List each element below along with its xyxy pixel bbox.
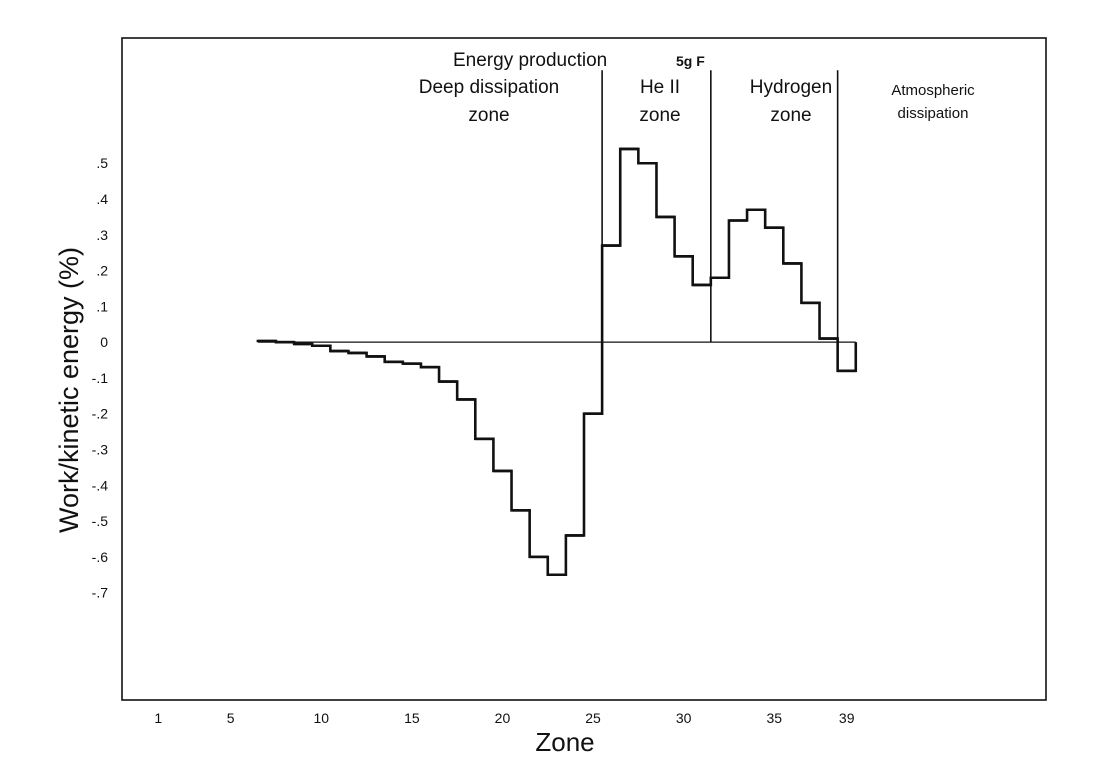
- x-tick-label: 10: [314, 710, 330, 726]
- x-axis-title: Zone: [535, 727, 594, 757]
- y-tick-label: -.6: [92, 549, 109, 565]
- x-axis-ticks: 1 5 10 15 20 25 30 35 39: [154, 710, 854, 726]
- y-tick-label: .2: [96, 263, 108, 279]
- atmospheric-label-line1: Atmospheric: [891, 82, 975, 99]
- he2-zone-label-line1: He II: [640, 77, 680, 98]
- y-tick-label: .5: [96, 155, 108, 171]
- x-tick-label: 5: [227, 710, 235, 726]
- y-tick-label: -.1: [92, 370, 109, 386]
- hydrogen-zone-label-line1: Hydrogen: [750, 77, 832, 98]
- plot-frame: [121, 37, 1047, 701]
- x-tick-label: 20: [495, 710, 511, 726]
- series-layer: [256, 147, 858, 577]
- y-tick-label: -.7: [92, 585, 109, 601]
- he2-zone-label-line2: zone: [639, 105, 680, 126]
- deep-dissipation-label-line1: Deep dissipation: [419, 77, 559, 98]
- y-tick-label: -.4: [92, 477, 109, 493]
- y-tick-label: -.3: [92, 442, 109, 458]
- y-tick-label: -.2: [92, 406, 109, 422]
- y-tick-label: .1: [96, 298, 108, 314]
- model-label: 5g F: [676, 53, 705, 69]
- y-tick-label: .3: [96, 227, 108, 243]
- step-series-line: [256, 147, 858, 577]
- energy-production-label: Energy production: [453, 50, 607, 71]
- x-tick-label: 30: [676, 710, 692, 726]
- y-axis-title: Work/kinetic energy (%): [54, 247, 84, 533]
- y-axis-ticks: .5 .4 .3 .2 .1 0 -.1 -.2 -.3 -.4 -.5 -.6 -.7: [92, 155, 109, 600]
- deep-dissipation-label-line2: zone: [468, 105, 509, 126]
- x-tick-label: 1: [154, 710, 162, 726]
- x-tick-label: 25: [585, 710, 601, 726]
- y-tick-label: -.5: [92, 513, 109, 529]
- x-tick-label: 35: [766, 710, 782, 726]
- x-tick-label: 39: [839, 710, 855, 726]
- x-tick-label: 15: [404, 710, 420, 726]
- atmospheric-label-line2: dissipation: [898, 105, 969, 122]
- hydrogen-zone-label-line2: zone: [770, 105, 811, 126]
- y-tick-label: .4: [96, 191, 108, 207]
- zone-boundaries: [601, 70, 839, 414]
- y-tick-label: 0: [100, 334, 108, 350]
